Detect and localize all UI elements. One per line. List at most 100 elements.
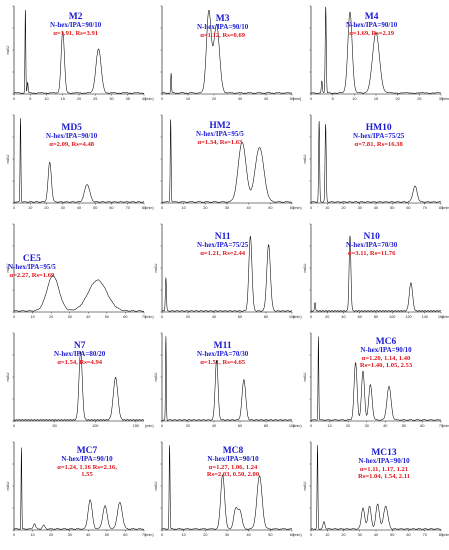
chromatogram-trace	[161, 336, 293, 421]
chromatogram-plot: 0 10 20 30 40 50 60 70 80(min) mAU	[5, 114, 154, 210]
mobile-phase: N-hex/IPA=75/25	[353, 132, 405, 141]
y-axis-label: mAU	[5, 372, 10, 381]
column-name: MD5	[61, 123, 82, 133]
x-tick-label: 80	[439, 206, 443, 210]
x-tick-label: 100	[92, 424, 98, 428]
chromatogram-plot: 0 50 100 150 (min) mAU	[5, 332, 154, 428]
x-tick-label: 0	[310, 533, 312, 537]
column-name: CE5	[22, 254, 41, 264]
panel-label: MC6 N-hex/IPA=90/10 α=1.20, 1.14, 1.40 Rs=…	[350, 337, 422, 370]
x-tick-label: 30	[358, 206, 362, 210]
x-tick-label: 50	[105, 533, 109, 537]
x-tick-label: 20	[49, 533, 53, 537]
panel-label: N11 N-hex/IPA=75/25 α=1.21, Rs=2.44	[197, 232, 248, 257]
x-tick-label: 50	[105, 315, 109, 319]
chromatogram-plot: 0 5 10 15 20 25 30[min]	[309, 5, 449, 101]
x-axis-label: (min)	[293, 424, 302, 428]
x-axis-label: (min)	[145, 424, 154, 428]
chromatogram-panel: 0 50 100 150 (min) mAU N7 N-hex/IPA=80/20 α=1.54…	[4, 329, 154, 437]
x-tick-label: 30	[109, 97, 113, 101]
x-tick-label: 0	[161, 206, 163, 210]
x-axis-label: (min)	[442, 206, 449, 210]
y-axis-label: mAU	[302, 263, 307, 272]
chromatogram-plot: 0 10 20 30 40 50 60 70 80(min) mAU	[302, 441, 449, 537]
x-tick-label: 40	[264, 97, 268, 101]
x-tick-label: 70	[423, 533, 427, 537]
y-axis-label: mAU	[302, 372, 307, 381]
mobile-phase: N-hex/IPA=90/10	[360, 346, 412, 355]
x-tick-label: 50	[290, 97, 294, 101]
x-tick-label: 50	[402, 424, 406, 428]
x-axis-label: (min)	[442, 533, 449, 537]
panel-label: MD5 N-hex/IPA=90/10 α=2.09, Rs=4.48	[46, 123, 97, 148]
x-tick-label: 20	[325, 315, 329, 319]
chromatogram-trace	[161, 235, 293, 312]
chromatogram-trace	[310, 120, 442, 203]
separation-stats: α=1.91, Rs=3.91	[53, 30, 99, 38]
separation-stats: α=1.20, 1.14, 1.40 Rs=1.40, 1.05, 2.53	[359, 355, 413, 370]
x-axis-label: (min)	[293, 315, 302, 319]
mobile-phase: N-hex/IPA=95/5	[196, 130, 244, 139]
column-name: MC6	[375, 337, 397, 347]
x-tick-label: 40	[212, 315, 216, 319]
x-tick-label: 30	[68, 315, 72, 319]
y-axis-label: mAU	[5, 154, 10, 163]
mobile-phase: N-hex/IPA=90/10	[50, 21, 102, 30]
panel-label: M2 N-hex/IPA=90/10 α=1.91, Rs=3.91	[50, 12, 101, 37]
x-tick-label: 0	[13, 424, 15, 428]
x-tick-label: 10	[327, 424, 331, 428]
x-tick-label: 0	[13, 97, 15, 101]
x-axis-label: (min)	[145, 206, 154, 210]
chromatogram-trace	[13, 275, 145, 312]
chromatogram-trace	[310, 6, 442, 94]
x-tick-label: 10	[325, 533, 329, 537]
x-tick-label: 60	[123, 315, 127, 319]
x-tick-label: 0	[13, 315, 15, 319]
x-tick-label: 150	[133, 424, 139, 428]
x-tick-label: 40	[142, 97, 146, 101]
chromatogram-panel: 0 10 20 30 40 50 60 (min) HM2 N-hex/IPA=95/5 α=1.3…	[152, 111, 302, 219]
chromatogram-plot: 0 10 20 30 40 50 60 70(min) mAU	[5, 223, 154, 319]
separation-stats: α=1.11, 1.17, 1.21 Rs=1.04, 1.54, 2.11	[358, 466, 410, 481]
x-tick-label: 40	[212, 424, 216, 428]
mobile-phase: N-hex/IPA=70/30	[346, 241, 398, 250]
x-tick-label: 10	[186, 97, 190, 101]
x-tick-label: 70	[439, 424, 443, 428]
chromatogram-trace	[310, 336, 442, 421]
x-tick-label: 40	[247, 206, 251, 210]
x-tick-label: 60	[290, 206, 294, 210]
column-name: M2	[68, 12, 83, 22]
x-tick-label: 140	[422, 315, 428, 319]
chromatogram-panel: 0 10 20 30 40 50 60 70 (min) mAU CE5 N-hex/IPA=95/5…	[4, 220, 154, 328]
column-name: M11	[213, 341, 232, 351]
chromatogram-plot: 0 10 20 30 40 50 60 70(min) mAU	[302, 332, 449, 428]
x-tick-label: 0	[13, 533, 15, 537]
chromatogram-plot: 0 10 20 30 40 50 60 70 80(min) mAU	[302, 114, 449, 210]
x-tick-label: 0	[161, 315, 163, 319]
x-tick-label: 25	[93, 97, 97, 101]
x-tick-label: 10	[182, 533, 186, 537]
x-tick-label: 20	[186, 315, 190, 319]
x-tick-label: 20	[203, 206, 207, 210]
x-tick-label: 30	[68, 533, 72, 537]
chromatogram-panel: 0 20 40 60 80 100 120 140 160(min) mAU N10N-hex/IP…	[301, 220, 449, 328]
chromatogram-plot: 0 20 40 60 80 100 120 140 160(min) mAU	[302, 223, 449, 319]
chromatogram-trace	[13, 351, 145, 421]
x-tick-label: 20	[186, 424, 190, 428]
separation-stats: α=1.51, Rs=4.65	[200, 359, 246, 367]
chromatogram-panel: 0 5 10 15 20 25 30[min] M4N-hex/IPA=90/10α=1.69…	[301, 2, 449, 110]
mobile-phase: N-hex/IPA=90/10	[207, 455, 259, 464]
column-name: HM2	[209, 121, 231, 131]
x-tick-label: 30	[439, 97, 443, 101]
mobile-phase: N-hex/IPA=90/10	[197, 23, 249, 32]
separation-stats: α=2.27, Rs=1.69	[9, 272, 55, 280]
chromatogram-trace	[310, 235, 442, 312]
chromatogram-panel: 0 20 40 60 80 100 (min) mAU M11 N-hex/IPA=70/30 α=…	[152, 329, 302, 437]
x-tick-label: 80	[439, 533, 443, 537]
x-tick-label: 10	[30, 315, 34, 319]
x-tick-label: 60	[238, 315, 242, 319]
x-axis-label: [min]	[442, 97, 449, 101]
x-tick-label: 20	[44, 206, 48, 210]
x-tick-label: 70	[142, 533, 146, 537]
separation-stats: α=1.21, Rs=2.44	[200, 250, 246, 258]
